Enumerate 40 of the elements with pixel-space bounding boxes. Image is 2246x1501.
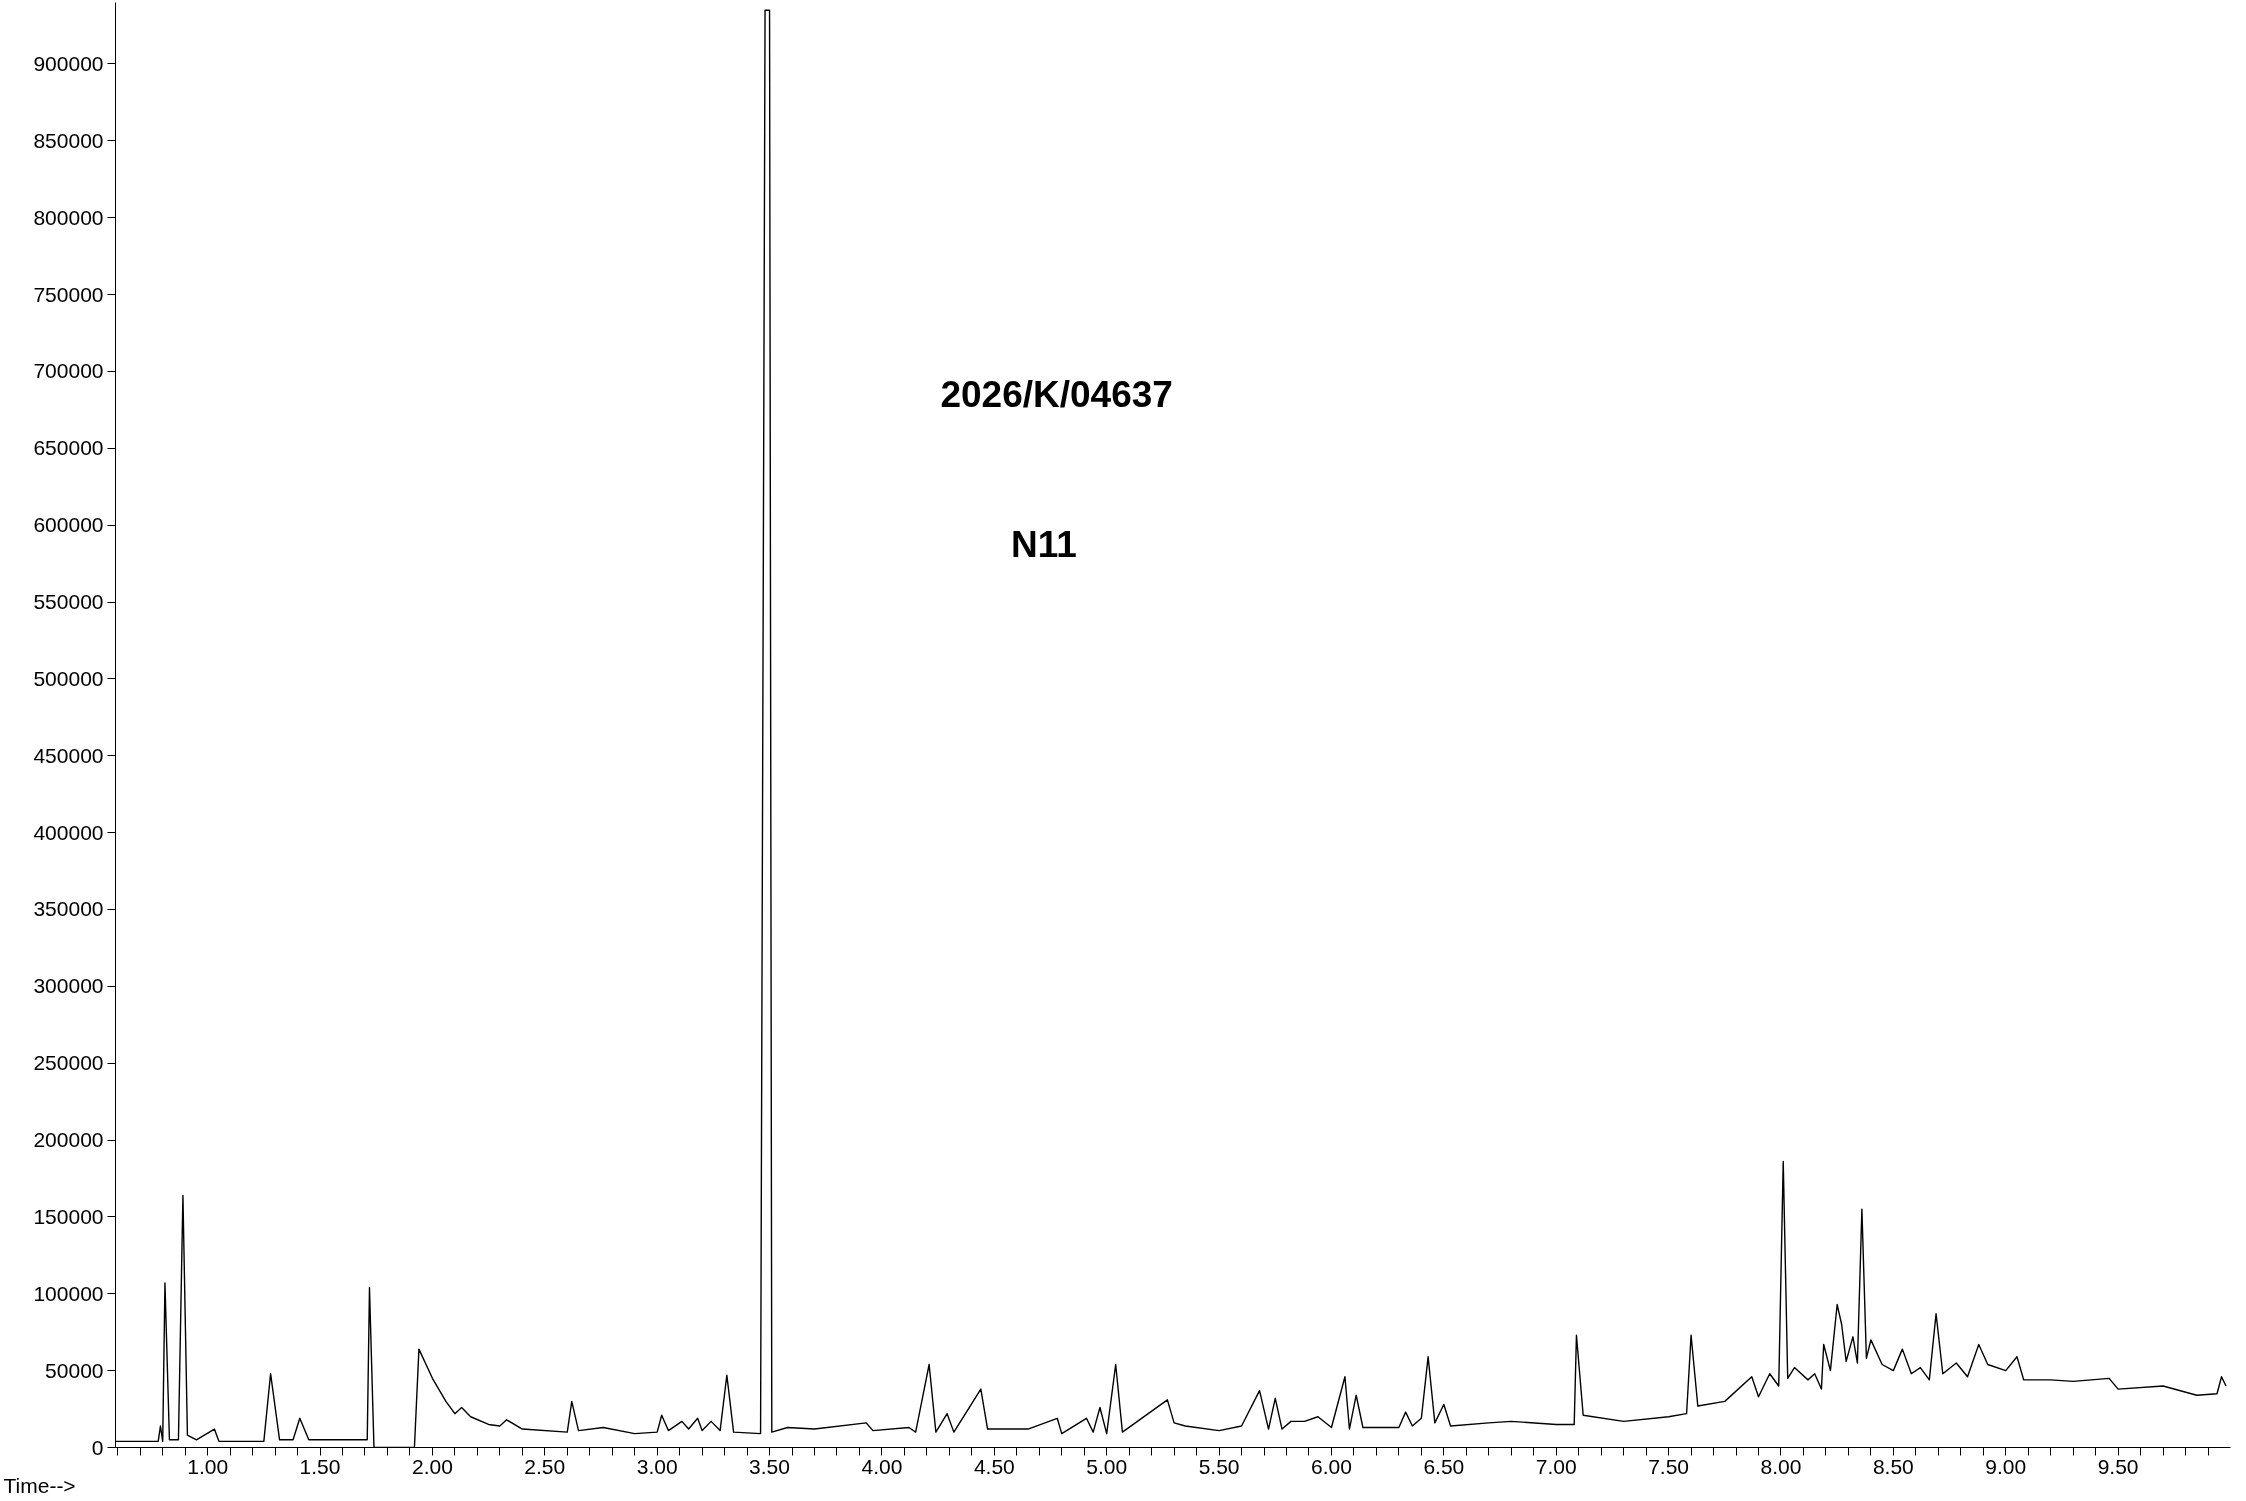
y-tick-label: 50000 (45, 1358, 104, 1382)
x-tick-label: 7.00 (1535, 1454, 1577, 1478)
y-tick-label: 350000 (33, 897, 104, 921)
x-tick-label: 9.50 (2097, 1454, 2139, 1478)
x-tick-label: 2.00 (411, 1454, 453, 1478)
x-tick-label: 4.50 (973, 1454, 1015, 1478)
y-tick-label: 800000 (33, 205, 104, 229)
x-tick-label: 8.00 (1760, 1454, 1802, 1478)
y-tick-label: 450000 (33, 743, 104, 767)
y-tick-label: 850000 (33, 128, 104, 152)
y-tick-label: 550000 (33, 590, 104, 614)
y-tick-label: 900000 (33, 51, 104, 75)
y-tick-label: 250000 (33, 1051, 104, 1075)
y-tick-label: 0 (91, 1435, 104, 1459)
x-tick-label: 4.00 (861, 1454, 903, 1478)
x-tick-label: 6.50 (1423, 1454, 1465, 1478)
y-tick-label: 700000 (33, 359, 104, 383)
x-tick-label: 2.50 (524, 1454, 566, 1478)
x-tick-label: 3.00 (636, 1454, 678, 1478)
y-tick-label: 500000 (33, 666, 104, 690)
x-axis-title: Time--> (3, 1473, 76, 1497)
x-tick-label: 8.50 (1872, 1454, 1914, 1478)
y-tick-label: 200000 (33, 1128, 104, 1152)
x-tick-label: 9.00 (1985, 1454, 2027, 1478)
x-tick-label: 5.50 (1198, 1454, 1240, 1478)
x-tick-label: 6.00 (1311, 1454, 1352, 1478)
x-tick-label: 1.50 (299, 1454, 341, 1478)
y-tick-label: 600000 (33, 513, 104, 537)
annotation: 2026/K/04637 (940, 373, 1173, 415)
annotation: N11 (1011, 523, 1077, 565)
y-tick-label: 100000 (33, 1281, 104, 1305)
x-tick-label: 7.50 (1648, 1454, 1690, 1478)
y-tick-label: 150000 (33, 1204, 104, 1228)
x-tick-label: 3.50 (749, 1454, 790, 1478)
x-tick-label: 1.00 (187, 1454, 229, 1478)
y-tick-label: 750000 (33, 282, 104, 306)
y-tick-label: 300000 (33, 974, 104, 998)
x-tick-label: 5.00 (1086, 1454, 1128, 1478)
y-tick-label: 650000 (33, 436, 104, 460)
y-tick-label: 400000 (33, 820, 104, 844)
